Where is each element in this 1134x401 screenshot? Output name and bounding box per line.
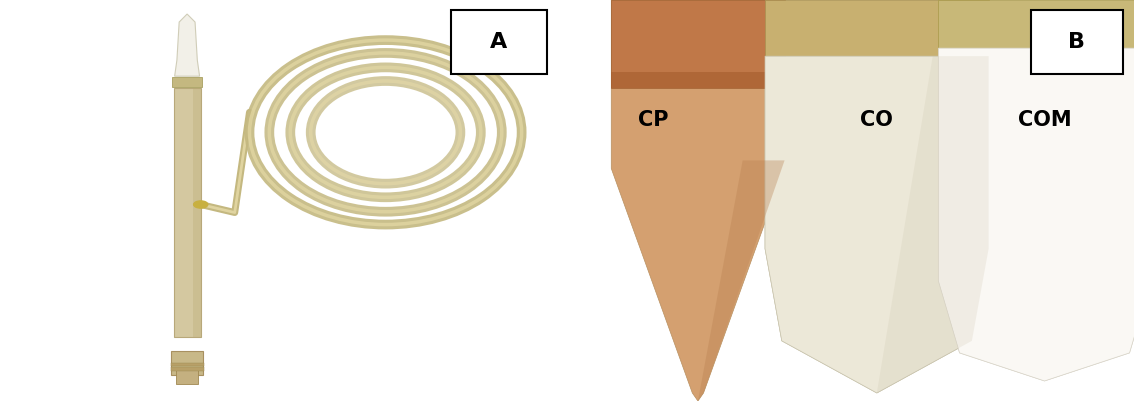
Polygon shape	[611, 0, 785, 401]
Ellipse shape	[194, 201, 208, 208]
Polygon shape	[170, 363, 204, 366]
Polygon shape	[176, 370, 197, 384]
Polygon shape	[938, 48, 1134, 381]
Polygon shape	[938, 0, 1134, 48]
Text: CO: CO	[861, 110, 894, 130]
Polygon shape	[938, 0, 1134, 381]
Text: COM: COM	[1017, 110, 1072, 130]
FancyBboxPatch shape	[1031, 10, 1123, 74]
Polygon shape	[765, 0, 989, 56]
Polygon shape	[172, 77, 202, 87]
Polygon shape	[765, 0, 989, 393]
Polygon shape	[171, 351, 203, 375]
Polygon shape	[174, 88, 201, 337]
Polygon shape	[611, 72, 785, 88]
Polygon shape	[877, 56, 989, 393]
Polygon shape	[611, 0, 785, 88]
Text: A: A	[490, 32, 508, 52]
Text: CP: CP	[638, 110, 668, 130]
Polygon shape	[170, 367, 204, 371]
Polygon shape	[697, 160, 785, 401]
Polygon shape	[193, 88, 201, 337]
Polygon shape	[175, 14, 200, 76]
Polygon shape	[765, 56, 989, 393]
Text: B: B	[1068, 32, 1085, 52]
FancyBboxPatch shape	[451, 10, 548, 74]
